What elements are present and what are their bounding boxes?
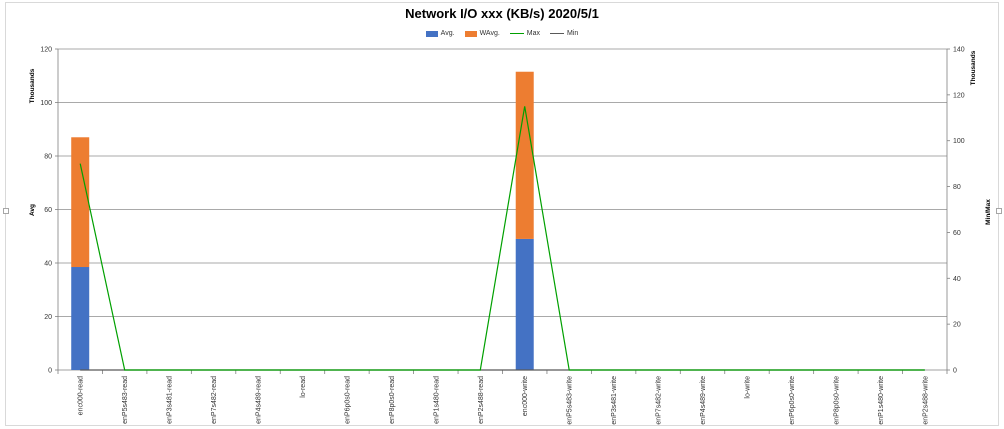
y-left-tick-label: 40 (44, 261, 52, 268)
legend-swatch-min (550, 33, 565, 34)
legend-label-max: Max (526, 30, 541, 37)
bar-avg (515, 238, 534, 370)
chart-legend: Avg. WAvg. Max Min (0, 30, 1004, 37)
x-tick-label: lo-read (300, 376, 307, 398)
resize-handle-right[interactable] (996, 208, 1002, 214)
chart-frame (5, 2, 999, 426)
x-tick-label: enP4s489-read (256, 376, 263, 424)
y-left-tick-label: 20 (44, 314, 52, 321)
x-tick-label: enP5s483-read (122, 376, 129, 424)
legend-item-max: Max (509, 30, 541, 37)
x-tick-label: enP7s482-read (211, 376, 218, 424)
x-tick-label: enP7s482-write (656, 376, 663, 425)
y-left-tick-label: 60 (44, 207, 52, 214)
x-tick-label: enc000-read (78, 376, 85, 415)
bar-wavg (71, 137, 90, 268)
y-right-tick-label: 80 (953, 184, 961, 191)
y-left-tick-label: 80 (44, 154, 52, 161)
resize-handle-left[interactable] (3, 208, 9, 214)
y-left-tick-label: 100 (40, 100, 52, 107)
legend-item-min: Min (550, 30, 578, 37)
legend-swatch-wavg (464, 30, 477, 37)
y-right-tick-label: 100 (953, 138, 965, 145)
y-left-tick-label: 120 (40, 47, 52, 54)
legend-label-min: Min (567, 30, 579, 37)
y-right-tick-label: 40 (953, 276, 961, 283)
x-tick-label: enP2s488-read (478, 376, 485, 424)
y-right-tick-label: 120 (953, 92, 965, 99)
legend-label-avg: Avg. (440, 30, 455, 37)
y-right-tick-label: 140 (953, 47, 965, 54)
y-left-title: Avg (29, 204, 36, 216)
x-tick-label: enP2s488-write (922, 376, 929, 425)
x-tick-label: enP3s481-read (167, 376, 174, 424)
x-tick-label: lo-write (744, 376, 751, 399)
chart-title: Network I/O xxx (KB/s) 2020/5/1 (405, 6, 599, 21)
legend-item-avg: Avg. (425, 30, 455, 37)
line-max (79, 106, 925, 371)
x-tick-label: enP8p0s0-write (833, 376, 840, 425)
y-right-tick-label: 0 (953, 368, 957, 375)
bar-avg (71, 267, 90, 370)
y-right-tick-label: 20 (953, 322, 961, 329)
y-left-units: Thousands (29, 68, 36, 103)
legend-label-wavg: WAvg. (479, 30, 500, 37)
bar-wavg (515, 71, 534, 239)
x-tick-label: enP1s480-read (433, 376, 440, 424)
y-right-tick-label: 60 (953, 230, 961, 237)
x-tick-label: enP3s481-write (611, 376, 618, 425)
x-tick-label: enP8p0s0-read (389, 376, 396, 424)
y-right-title: Min/Max (985, 199, 992, 225)
x-tick-label: enP1s480-write (878, 376, 885, 425)
legend-swatch-avg (425, 30, 438, 37)
x-tick-label: enP6p0s0-read (344, 376, 351, 424)
x-tick-label: enP4s489-write (700, 376, 707, 425)
legend-swatch-max (509, 33, 524, 34)
y-left-tick-label: 0 (48, 368, 52, 375)
x-tick-label: enP5s483-write (567, 376, 574, 425)
legend-item-wavg: WAvg. (464, 30, 500, 37)
x-tick-label: enc000-write (522, 376, 529, 416)
x-tick-label: enP6p0s0-write (789, 376, 796, 425)
y-right-units: Thousands (970, 50, 977, 85)
